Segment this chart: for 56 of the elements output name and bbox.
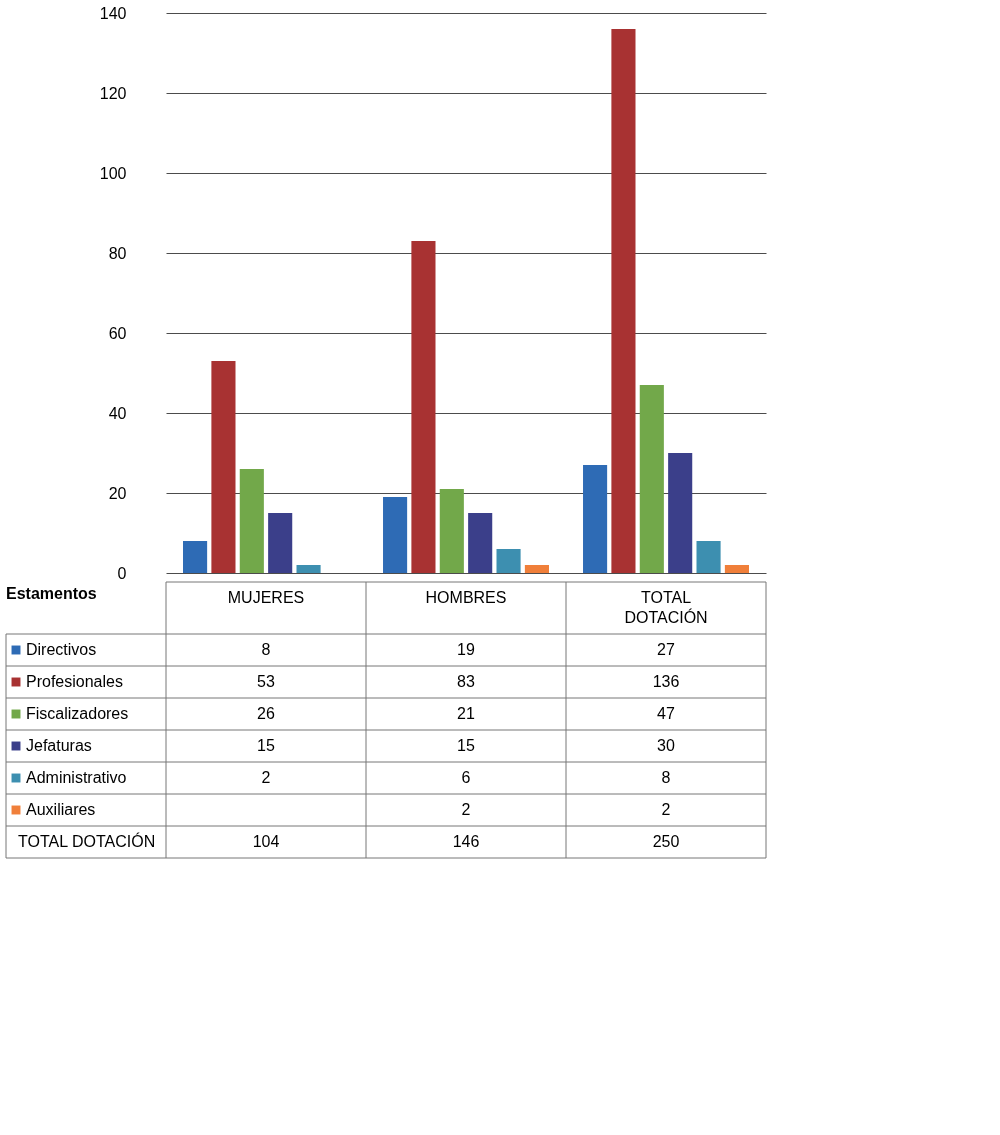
bar [211, 361, 236, 573]
data-label: 15 [457, 737, 475, 754]
data-label: 8 [661, 769, 671, 786]
legend-label: Administrativo [26, 769, 127, 786]
data-label: 53 [257, 673, 275, 690]
data-label: 15 [257, 737, 275, 754]
y-tick-label: 20 [108, 484, 127, 502]
bar [639, 385, 664, 573]
data-label: 30 [657, 737, 675, 754]
data-label: 26 [257, 705, 275, 722]
x-tick-label: MUJERES [227, 589, 305, 606]
legend-label: Profesionales [26, 673, 123, 690]
y-tick-label: 80 [108, 244, 127, 262]
bar [439, 489, 464, 573]
y-tick-label: 140 [99, 4, 127, 22]
data-label: 2 [261, 769, 271, 786]
bar [611, 29, 636, 573]
legend-title: Estamentos [6, 585, 97, 602]
legend-label: Directivos [26, 641, 97, 658]
y-tick-label: 100 [99, 164, 127, 182]
data-label: 21 [457, 705, 475, 722]
text: 250 [652, 833, 680, 850]
data-label: 83 [457, 673, 475, 690]
bar [268, 513, 293, 573]
y-tick-label: 40 [108, 404, 127, 422]
bar [183, 541, 208, 573]
bar [668, 453, 693, 573]
bar [296, 565, 321, 573]
y-tick-label: 0 [117, 564, 127, 582]
legend-label: Fiscalizadores [26, 705, 129, 722]
bar [583, 465, 608, 573]
x-tick-label: TOTAL DOTACIÓN [624, 589, 708, 626]
text: TOTAL DOTACIÓN [18, 832, 156, 850]
bar [724, 565, 749, 573]
data-label: 136 [652, 673, 680, 690]
x-tick-label: HOMBRES [425, 589, 507, 606]
legend-label: Jefaturas [26, 737, 92, 754]
data-label: 27 [657, 641, 675, 658]
bar [524, 565, 549, 573]
text: 146 [452, 833, 480, 850]
bar [468, 513, 493, 573]
data-label: 8 [261, 641, 271, 658]
data-label: 19 [457, 641, 475, 658]
data-label: 47 [657, 705, 675, 722]
text: 104 [252, 833, 280, 850]
bar [411, 241, 436, 573]
bar [496, 549, 521, 573]
bar [383, 497, 408, 573]
data-label: 6 [461, 769, 471, 786]
data-label: 2 [461, 801, 471, 818]
bar [696, 541, 721, 573]
y-tick-label: 60 [108, 324, 127, 342]
data-label: 2 [661, 801, 671, 818]
bar [239, 469, 264, 573]
y-tick-label: 120 [99, 84, 127, 102]
legend-label: Auxiliares [26, 801, 96, 818]
